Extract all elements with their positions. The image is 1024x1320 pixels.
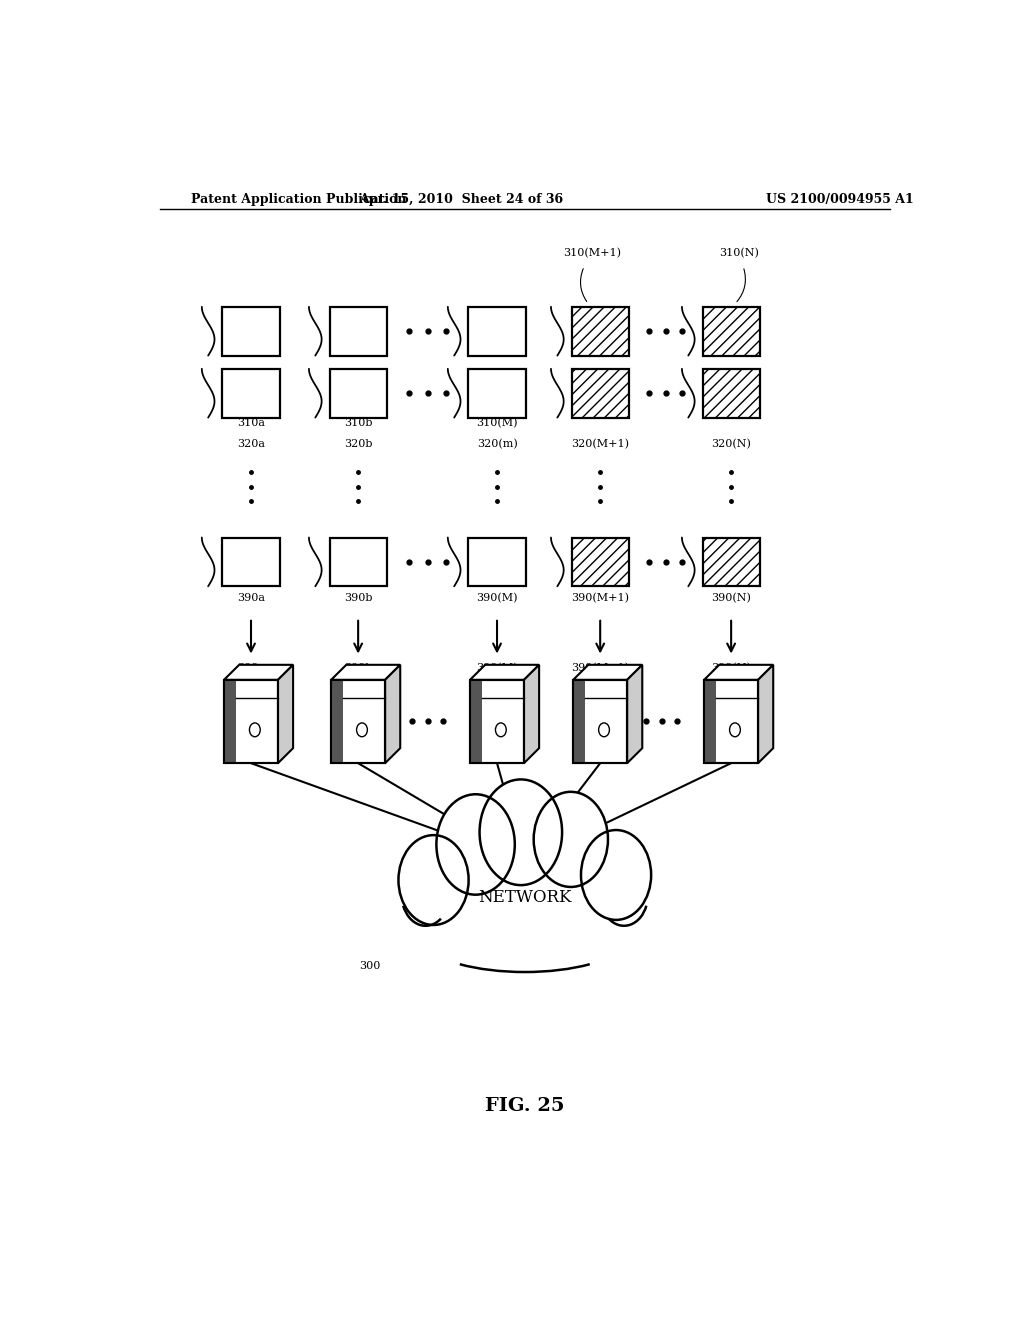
Polygon shape — [758, 665, 773, 763]
Polygon shape — [470, 665, 539, 680]
Bar — [702, 368, 760, 417]
Bar — [222, 368, 280, 417]
Circle shape — [581, 830, 651, 920]
Text: 320b: 320b — [344, 440, 373, 449]
Circle shape — [398, 836, 469, 925]
Bar — [470, 680, 482, 763]
Text: 310(M+1): 310(M+1) — [563, 248, 622, 257]
Polygon shape — [385, 665, 400, 763]
Bar — [573, 680, 585, 763]
Bar — [224, 680, 278, 763]
Bar — [222, 537, 280, 586]
Bar — [418, 880, 632, 972]
Bar — [331, 680, 385, 763]
Circle shape — [479, 779, 562, 886]
Polygon shape — [524, 665, 539, 763]
Text: 399(M+1): 399(M+1) — [571, 663, 629, 673]
Circle shape — [599, 723, 609, 737]
Polygon shape — [331, 665, 400, 680]
Bar — [224, 680, 236, 763]
Bar — [702, 306, 760, 355]
Text: 310a: 310a — [237, 417, 265, 428]
Text: FIG. 25: FIG. 25 — [485, 1097, 564, 1114]
Polygon shape — [224, 665, 293, 680]
Text: 399a: 399a — [237, 663, 265, 672]
Circle shape — [250, 723, 260, 737]
Bar — [702, 537, 760, 586]
Text: 390(N): 390(N) — [712, 594, 751, 603]
Text: 399b: 399b — [344, 663, 373, 672]
Circle shape — [356, 723, 368, 737]
Circle shape — [601, 891, 654, 960]
Text: 390(M): 390(M) — [476, 594, 518, 603]
Bar — [571, 306, 629, 355]
Text: 310b: 310b — [344, 417, 373, 428]
Bar — [330, 368, 387, 417]
Bar — [705, 680, 716, 763]
Bar — [705, 680, 758, 763]
Text: NETWORK: NETWORK — [478, 888, 571, 906]
Polygon shape — [573, 665, 642, 680]
Bar — [573, 680, 627, 763]
Bar — [330, 306, 387, 355]
Text: 320(N): 320(N) — [712, 440, 751, 449]
Circle shape — [534, 792, 608, 887]
Text: 310(M): 310(M) — [476, 417, 518, 428]
Text: 310(N): 310(N) — [719, 248, 759, 257]
Text: 390b: 390b — [344, 594, 373, 603]
Bar — [573, 680, 627, 763]
Bar — [470, 680, 524, 763]
Bar — [571, 537, 629, 586]
Text: US 2100/0094955 A1: US 2100/0094955 A1 — [766, 193, 913, 206]
Text: 390a: 390a — [237, 594, 265, 603]
Bar — [705, 680, 758, 763]
Text: 390(M+1): 390(M+1) — [571, 594, 629, 603]
Circle shape — [729, 723, 740, 737]
Bar — [222, 306, 280, 355]
Polygon shape — [627, 665, 642, 763]
Bar — [331, 680, 385, 763]
Text: 320(M+1): 320(M+1) — [571, 440, 629, 449]
Bar — [470, 680, 524, 763]
Text: Patent Application Publication: Patent Application Publication — [191, 193, 407, 206]
Bar — [330, 537, 387, 586]
Bar — [331, 680, 343, 763]
Text: Apr. 15, 2010  Sheet 24 of 36: Apr. 15, 2010 Sheet 24 of 36 — [359, 193, 563, 206]
Bar — [468, 306, 525, 355]
Circle shape — [436, 795, 515, 895]
Text: 300: 300 — [359, 961, 381, 972]
Text: 399(N): 399(N) — [712, 663, 751, 673]
Bar — [571, 368, 629, 417]
Bar — [468, 537, 525, 586]
Circle shape — [496, 723, 506, 737]
Bar — [468, 368, 525, 417]
Text: 399(M): 399(M) — [476, 663, 518, 673]
Circle shape — [395, 891, 449, 960]
Text: 320(m): 320(m) — [476, 440, 517, 449]
Polygon shape — [278, 665, 293, 763]
Polygon shape — [705, 665, 773, 680]
Text: 320a: 320a — [237, 440, 265, 449]
Bar — [224, 680, 278, 763]
